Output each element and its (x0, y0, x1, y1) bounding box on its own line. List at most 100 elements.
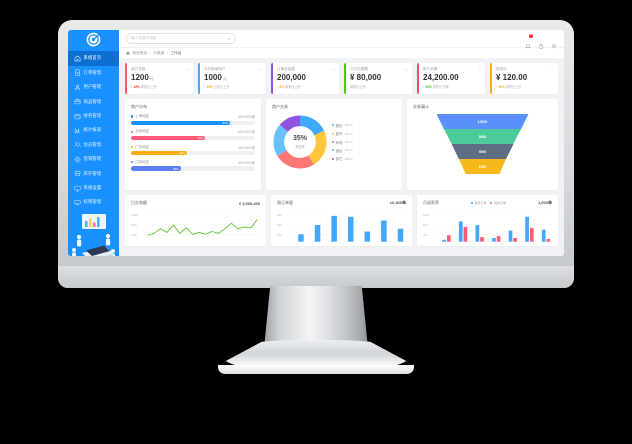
weekly-orders-card: 周订单量 10,300单 900 600 300 (271, 195, 412, 246)
card-title: 商户交易 (272, 104, 288, 109)
sidebar-item-reports[interactable]: 统计报表 (68, 123, 119, 137)
progress-row: 江苏地区 400/1000家 40% (131, 160, 255, 171)
more-icon[interactable] (478, 68, 481, 71)
stat-card[interactable]: 订单总金额 200,000 ↑ 8% 周同比上升 (271, 63, 339, 94)
display-icon (74, 200, 81, 206)
card-title: 周订单量 (277, 200, 293, 205)
monthly-refund-card: 月退款率 新增订单 退款订单 1,000单 1200 600 (417, 195, 558, 246)
bar (347, 216, 354, 242)
more-icon[interactable] (551, 68, 554, 71)
y-tick-label: 300 (423, 233, 428, 237)
box-icon (74, 99, 81, 105)
home-icon[interactable] (126, 51, 130, 55)
stat-title: 提现中 (496, 67, 507, 71)
app-logo[interactable] (68, 30, 119, 49)
sidebar-item-permissions[interactable]: 权限管理 (68, 195, 119, 209)
stat-card[interactable]: 今日交易额 ¥ 80,000 周同比上升 (344, 63, 412, 94)
user-icon (74, 84, 81, 91)
gear-icon[interactable] (551, 36, 557, 49)
sidebar-item-users[interactable]: 用户管理 (68, 80, 119, 94)
funnel-row: 12000 访问人数 (436, 114, 529, 129)
more-icon[interactable] (405, 68, 408, 71)
legend-dot (332, 124, 334, 127)
sidebar-item-settings[interactable]: 系统设置 (68, 181, 119, 195)
store-icon (74, 171, 81, 177)
sidebar-item-finance[interactable]: 财务管理 (68, 109, 119, 123)
monitor-stand-neck (264, 286, 368, 348)
y-tick-label: 300 (277, 233, 282, 237)
bottom-row: 日交易额 ¥ 3,900,430 12000 6000 3000 (125, 195, 558, 246)
home-icon (74, 55, 81, 62)
bar (314, 225, 321, 242)
y-tick-label: 900 (277, 213, 282, 217)
sidebar-item-inventory[interactable]: 库存管理 (68, 167, 119, 181)
bell-icon[interactable]: 5 (525, 34, 533, 49)
mid-row: 商户分布 上海地区 800/1000家 80% (125, 99, 558, 190)
sidebar-illustration (68, 209, 119, 256)
breadcrumb-separator: / (166, 51, 168, 55)
stat-title: 账户余额 (423, 67, 438, 71)
card-title: 日交易额 (131, 200, 147, 205)
progress-percent: 60% (197, 135, 204, 140)
bar (546, 238, 551, 242)
progress-bar: 60% (131, 135, 255, 141)
stat-accent (125, 63, 127, 94)
stat-value: 1200元 (131, 72, 154, 82)
stat-unit: 元 (222, 75, 227, 81)
transaction-funnel-card: 交易漏斗 12000 访问人数 8000 浏览商品 (407, 99, 558, 190)
stat-value: 1000元 (204, 72, 227, 82)
y-tick-label: 3000 (131, 233, 137, 237)
stat-cards: 商户总数 1200元 ↑ 12% 周同比上升 今日新增商户 (125, 63, 558, 94)
funnel-value: 1000 (478, 164, 487, 169)
bar (331, 215, 337, 242)
breadcrumb-item-1[interactable]: 仪表盘 (153, 50, 165, 55)
funnel-row: 5000 加入购物车 (451, 144, 514, 159)
sidebar-item-label: 订单管理 (83, 69, 102, 75)
chart-legend: 新增订单 退款订单 (470, 201, 506, 205)
bar (298, 234, 304, 242)
search-placeholder: 输入关键字搜索 (131, 36, 157, 40)
stat-card[interactable]: 账户余额 24,200.00 ↓ 20% 周同比下降 (417, 63, 485, 94)
progress-label: 北京地区 (131, 129, 149, 134)
stat-sub: ↑ 12% 周同比上升 (131, 84, 157, 89)
daily-revenue-card: 日交易额 ¥ 3,900,430 12000 6000 3000 (125, 195, 266, 246)
sidebar-item-products[interactable]: 商品管理 (68, 95, 119, 109)
progress-bar: 40% (131, 166, 255, 171)
more-icon[interactable] (332, 68, 335, 71)
sidebar-item-label: 系统设置 (83, 184, 102, 190)
search-input[interactable]: 输入关键字搜索 (126, 33, 236, 44)
bar (397, 228, 404, 242)
lock-icon[interactable] (538, 36, 544, 48)
sidebar-item-label: 统计报表 (83, 127, 102, 133)
card-amount: ¥ 3,900,430 (238, 200, 260, 206)
monitor-bezel: 系统首页 订单管理 用户管理 商品管理 (58, 20, 574, 288)
more-icon[interactable] (259, 68, 262, 71)
stat-card[interactable]: 商户总数 1200元 ↑ 12% 周同比上升 (125, 63, 193, 94)
top-bar: 输入关键字搜索 5 (119, 30, 564, 49)
funnel-chart: 12000 访问人数 8000 浏览商品 5000 (413, 114, 552, 174)
sidebar-item-members[interactable]: 会员管理 (68, 138, 119, 152)
stat-card[interactable]: 提现中 ¥ 120.00 ↑ 50% 周同比上升 (490, 63, 558, 94)
sidebar-item-home[interactable]: 系统首页 (68, 51, 119, 66)
stat-sub: ↑ 50% 周同比上升 (496, 84, 522, 89)
monitor-stand-base (218, 340, 414, 374)
y-tick-label: 6000 (131, 223, 137, 227)
file-icon (75, 69, 80, 77)
sidebar-item-orders[interactable]: 订单管理 (68, 66, 119, 80)
funnel-label: 浏览商品 (526, 134, 542, 139)
funnel-label: 加入购物车 (519, 149, 538, 154)
sidebar-item-label: 商品管理 (83, 98, 102, 104)
sidebar-item-label: 用户管理 (83, 84, 102, 90)
topbar-icons: 5 (525, 34, 557, 49)
stat-sub: ↑ 10% 日同比上升 (204, 84, 230, 89)
more-icon[interactable] (186, 68, 189, 71)
card-title: 商户分布 (131, 104, 147, 109)
sidebar-item-marketing[interactable]: 营销管理 (68, 152, 119, 166)
breadcrumb-item-0[interactable]: 系统首页 (132, 50, 148, 55)
merchant-transaction-card: 商户交易 (266, 99, 402, 190)
sidebar-item-label: 营销管理 (83, 156, 102, 162)
stat-card[interactable]: 今日新增商户 1000元 ↑ 10% 日同比上升 (198, 63, 266, 94)
card-title: 月退款率 (423, 200, 439, 205)
grouped-bar-chart: 1200 600 300 (423, 213, 552, 242)
